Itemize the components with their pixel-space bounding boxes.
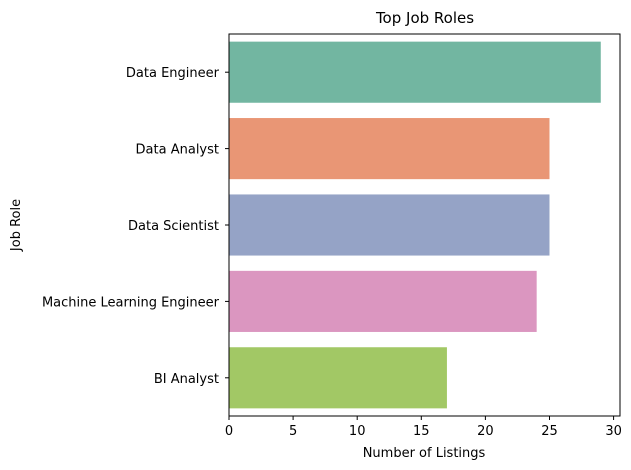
bar-data-engineer bbox=[229, 41, 601, 103]
bar-bi-analyst bbox=[229, 347, 447, 409]
x-tick-label: 10 bbox=[349, 424, 366, 439]
chart-title: Top Job Roles bbox=[375, 9, 474, 27]
x-tick-label: 25 bbox=[541, 424, 558, 439]
x-axis-label: Number of Listings bbox=[363, 446, 486, 461]
x-tick-label: 5 bbox=[289, 424, 297, 439]
x-tick-label: 30 bbox=[605, 424, 622, 439]
bar-data-analyst bbox=[229, 118, 550, 180]
y-axis-label: Job Role bbox=[9, 199, 24, 252]
y-tick-label: Data Scientist bbox=[128, 219, 219, 234]
x-tick-label: 0 bbox=[225, 424, 233, 439]
x-axis-ticks: 0 5 10 15 20 25 30 bbox=[225, 416, 622, 439]
bar-machine-learning-engineer bbox=[229, 270, 537, 332]
y-tick-label: Data Engineer bbox=[126, 66, 220, 81]
x-tick-label: 20 bbox=[477, 424, 494, 439]
bar-data-scientist bbox=[229, 194, 550, 256]
x-tick-label: 15 bbox=[413, 424, 430, 439]
bars-group bbox=[229, 41, 601, 409]
plot-frame bbox=[228, 33, 621, 417]
y-tick-label: Data Analyst bbox=[136, 143, 219, 158]
y-tick-label: Machine Learning Engineer bbox=[42, 295, 220, 310]
y-tick-label: BI Analyst bbox=[154, 372, 219, 387]
y-axis-ticks: Data Engineer Data Analyst Data Scientist M… bbox=[42, 66, 229, 387]
